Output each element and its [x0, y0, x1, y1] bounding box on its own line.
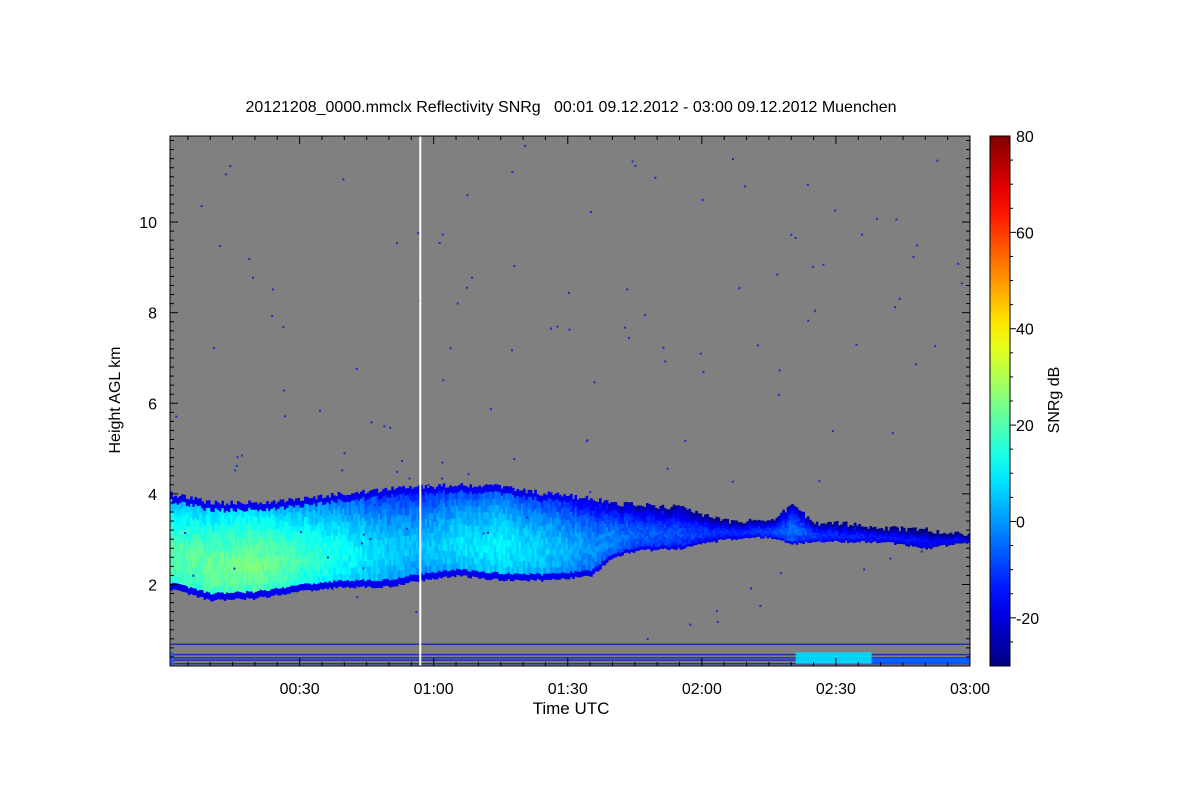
colorbar-tick-label: 0: [1016, 514, 1025, 531]
plot-area: [170, 136, 970, 666]
y-tick-label: 6: [148, 396, 157, 413]
colorbar-tick-label: 80: [1016, 129, 1034, 146]
cloud-layer: [170, 483, 970, 602]
y-tick-label: 2: [148, 577, 157, 594]
plot-frame: [169, 135, 971, 667]
x-tick-label: 00:30: [280, 681, 320, 698]
y-tick-label: 10: [139, 215, 157, 232]
colorbar-label: SNRg dB: [1046, 366, 1063, 434]
colorbar-tick-label: 60: [1016, 225, 1034, 242]
near-ground-returns: [170, 643, 970, 666]
y-tick-label: 8: [148, 306, 157, 323]
chart-title: 20121208_0000.mmclx Reflectivity SNRg 00…: [245, 99, 897, 116]
colorbar-tick-label: 20: [1016, 418, 1034, 435]
axes: 00:30 01:00 01:30 02:00 02:30 03:00 2 4 6 8 10: [139, 135, 990, 698]
colorbar-tick-label: -20: [1016, 611, 1039, 628]
x-tick-label: 02:30: [816, 681, 856, 698]
colorbar-gradient: [989, 135, 1011, 667]
colorbar-tick-label: 40: [1016, 322, 1034, 339]
noise-points: [175, 144, 970, 640]
y-axis-label: Height AGL km: [107, 346, 124, 454]
x-tick-label: 01:30: [548, 681, 588, 698]
x-tick-label: 01:00: [414, 681, 454, 698]
heatmap: [170, 136, 970, 666]
x-tick-label: 03:00: [950, 681, 990, 698]
colorbar: -20 0 20 40 60 80: [989, 129, 1039, 667]
x-tick-label: 02:00: [682, 681, 722, 698]
ground-clutter-patch: [795, 652, 872, 664]
y-tick-label: 4: [148, 487, 157, 504]
x-axis-label: Time UTC: [532, 699, 610, 718]
